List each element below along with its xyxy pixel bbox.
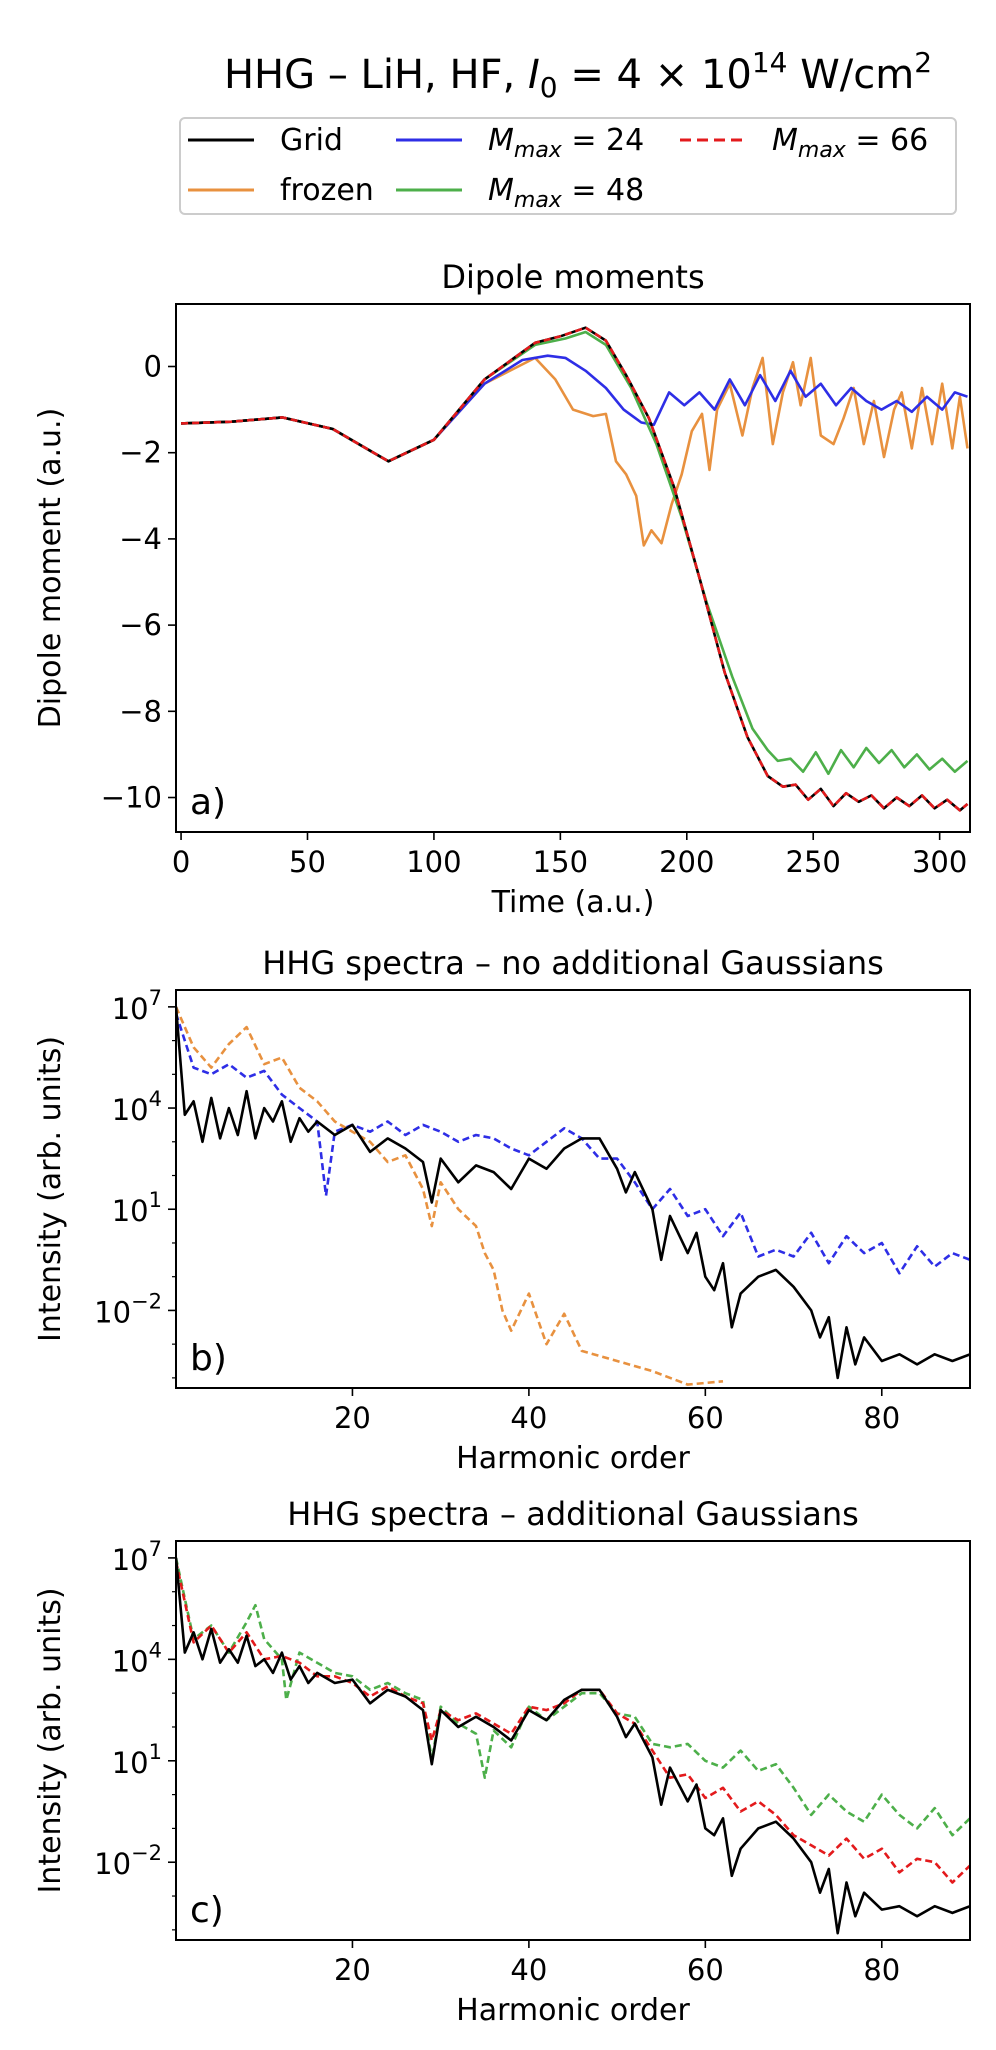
legend-label-mmax66: Mmax = 66 — [772, 123, 928, 163]
figure-suptitle: HHG – LiH, HF, I0 = 4 × 1014 W/cm2 — [224, 46, 932, 104]
y-tick-label: 0 — [144, 349, 162, 383]
y-tick-label: −2 — [119, 436, 162, 470]
x-tick-label: 20 — [334, 1401, 371, 1435]
x-tick-label: 20 — [334, 1953, 371, 1987]
panel-hhg-no-gaussians: HHG spectra – no additional Gaussians 20 4… — [33, 944, 970, 1476]
suptitle-subscript: 0 — [540, 71, 558, 104]
y-tick-label: −4 — [119, 522, 162, 556]
legend-label-mmax48: Mmax = 48 — [488, 173, 644, 213]
y-tick-label: 10−2 — [94, 1841, 162, 1881]
x-tick-label: 250 — [786, 845, 841, 879]
series-line-frozen — [181, 358, 967, 546]
x-tick-label: 80 — [863, 1401, 900, 1435]
y-tick-label: 104 — [112, 1638, 162, 1678]
y-tick-label: 101 — [112, 1740, 162, 1780]
y-tick-label: −8 — [119, 694, 162, 728]
y-tick-label: 104 — [112, 1087, 162, 1127]
legend: Grid frozen Mmax = 24 Mmax = 48 Mmax = 66 — [180, 118, 956, 214]
plot-frame — [176, 304, 970, 832]
suptitle-prefix: HHG – LiH, HF, — [224, 52, 528, 98]
x-axis-label: Time (a.u.) — [491, 885, 655, 920]
panel-label: c) — [190, 1890, 224, 1931]
y-tick-label: 107 — [112, 1537, 162, 1577]
series-line-mmax24 — [181, 356, 967, 462]
legend-label-frozen: frozen — [280, 173, 374, 208]
panel-hhg-gaussians: HHG spectra – additional Gaussians 20 40 60… — [33, 1495, 970, 2028]
x-tick-label: 50 — [289, 845, 326, 879]
x-tick-label: 40 — [510, 1953, 547, 1987]
series-line-grid — [176, 1007, 970, 1378]
y-axis-label: Intensity (arb. units) — [33, 1036, 68, 1342]
y-tick-label: 101 — [112, 1188, 162, 1228]
y-tick-label: −10 — [101, 781, 162, 815]
suptitle-units: W/cm — [788, 52, 915, 98]
series-line-grid — [176, 1558, 970, 1933]
series-line-mmax66 — [176, 1561, 970, 1882]
panel-label: a) — [190, 782, 226, 823]
suptitle-units-power: 2 — [914, 46, 932, 79]
x-tick-label: 300 — [912, 845, 967, 879]
x-tick-label: 60 — [687, 1401, 724, 1435]
x-tick-label: 60 — [687, 1953, 724, 1987]
y-tick-label: −6 — [119, 608, 162, 642]
x-tick-label: 0 — [172, 845, 190, 879]
x-tick-label: 200 — [659, 845, 714, 879]
plot-frame — [176, 990, 970, 1388]
x-tick-label: 80 — [863, 1953, 900, 1987]
panel-title: Dipole moments — [441, 258, 704, 296]
x-tick-label: 150 — [533, 845, 588, 879]
x-axis-label: Harmonic order — [456, 1993, 690, 2028]
legend-label-mmax24: Mmax = 24 — [488, 123, 644, 163]
suptitle-eq: = 4 × 10 — [558, 52, 752, 98]
y-axis-label: Dipole moment (a.u.) — [33, 408, 68, 729]
suptitle-power: 14 — [752, 46, 788, 79]
panel-label: b) — [190, 1338, 227, 1379]
series-line-frozen — [176, 1007, 723, 1385]
panel-dipole-moments: Dipole moments 0 50 100 150 200 250 300 0 −2 −4 −6 −… — [33, 258, 970, 920]
y-axis-label: Intensity (arb. units) — [33, 1587, 68, 1893]
x-tick-label: 100 — [406, 845, 461, 879]
panel-title: HHG spectra – additional Gaussians — [287, 1495, 859, 1533]
legend-label-Grid: Grid — [280, 123, 343, 158]
x-axis-label: Harmonic order — [456, 1441, 690, 1476]
y-tick-label: 10−2 — [94, 1289, 162, 1329]
y-tick-label: 107 — [112, 986, 162, 1026]
figure-canvas: HHG – LiH, HF, I0 = 4 × 1014 W/cm2 Gridf… — [0, 0, 996, 2050]
plot-frame — [176, 1541, 970, 1940]
suptitle-symbol: I — [528, 52, 540, 98]
panel-title: HHG spectra – no additional Gaussians — [262, 944, 884, 982]
x-tick-label: 40 — [510, 1401, 547, 1435]
